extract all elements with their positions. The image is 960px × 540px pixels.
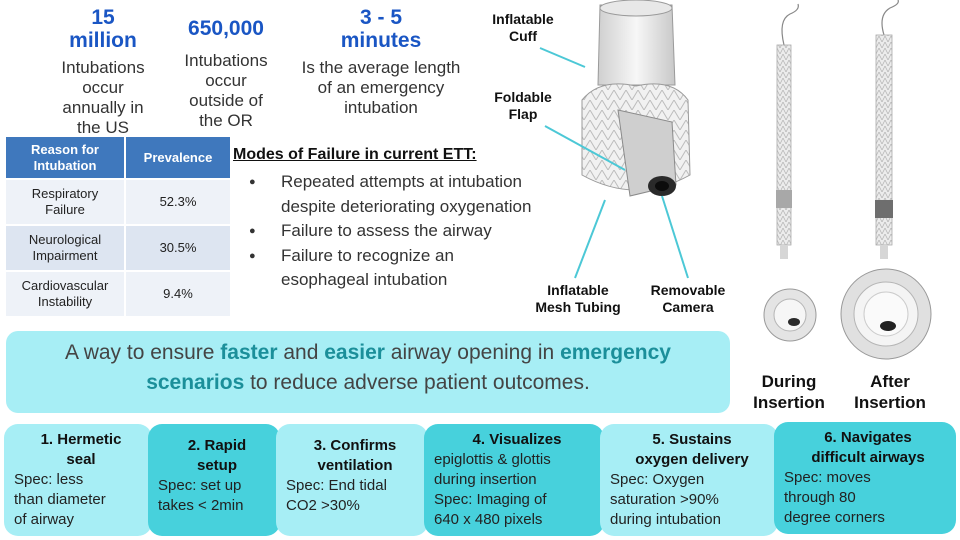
card-hermetic-seal: 1. Hermetic seal Spec: less than diameter o… xyxy=(4,424,152,536)
card-spec: Spec: moves through 80 degree corners xyxy=(784,469,885,526)
card-confirms-ventilation: 3. Confirms ventilation Spec: End tidal CO… xyxy=(276,424,428,536)
table-header-row: Reason for Intubation Prevalence xyxy=(6,137,232,180)
label-inflatable-mesh-tubing: Inflatable Mesh Tubing xyxy=(535,282,621,315)
card-navigates-airways: 6. Navigates difficult airways Spec: move… xyxy=(774,422,956,534)
intubation-reason-table: Reason for Intubation Prevalence Respirat… xyxy=(6,137,232,318)
failure-modes-list: Repeated attempts at intubation despite … xyxy=(240,170,540,293)
list-item: Repeated attempts at intubation despite … xyxy=(240,170,540,219)
table-cell-reason: Cardiovascular Instability xyxy=(6,271,126,318)
table-cell-reason: Respiratory Failure xyxy=(6,179,126,226)
card-title: 6. Navigates difficult airways xyxy=(811,429,925,466)
stat-average-length: 3 - 5 minutes Is the average length of an … xyxy=(285,6,477,118)
card-rapid-setup: 2. Rapid setup Spec: set up takes < 2min xyxy=(148,424,280,536)
label-foldable-flap: Foldable Flap xyxy=(494,89,552,122)
list-item: Failure to recognize an esophageal intub… xyxy=(240,244,540,293)
value-proposition-banner: A way to ensure faster and easier airway… xyxy=(6,331,730,413)
ett-device-illustration xyxy=(581,0,691,197)
during-insertion-photo xyxy=(763,288,817,342)
table-cell-reason: Neurological Impairment xyxy=(6,225,126,272)
table-row: Respiratory Failure 52.3% xyxy=(6,179,232,226)
stat-number: 3 - 5 minutes xyxy=(340,6,422,52)
table-row: Cardiovascular Instability 9.4% xyxy=(6,271,232,318)
card-spec: Spec: less than diameter of airway xyxy=(14,471,106,528)
card-spec: epiglottis & glottis during insertion Spec… xyxy=(434,451,551,528)
card-title: 4. Visualizes xyxy=(472,431,562,448)
list-item: Failure to assess the airway xyxy=(240,219,540,244)
card-visualizes: 4. Visualizes epiglottis & glottis during… xyxy=(424,424,604,536)
label-after-insertion: After Insertion xyxy=(854,372,926,412)
table-row: Neurological Impairment 30.5% xyxy=(6,225,232,272)
card-spec: Spec: set up takes < 2min xyxy=(158,477,244,514)
after-insertion-photo xyxy=(840,268,932,360)
tube-photos xyxy=(776,0,899,259)
table-cell-prevalence: 9.4% xyxy=(125,271,232,318)
label-inflatable-cuff: Inflatable Cuff xyxy=(492,11,554,44)
stat-number: 15 million xyxy=(69,6,137,52)
stat-description: Intubations occur outside of the OR xyxy=(184,51,268,130)
card-spec: Spec: Oxygen saturation >90% during intuba… xyxy=(610,471,721,528)
stat-description: Intubations occur annually in the US xyxy=(61,58,145,137)
stat-intubations-us: 15 million Intubations occur annually in the… xyxy=(38,6,168,138)
card-title: 5. Sustains oxygen delivery xyxy=(635,431,749,468)
label-pointer-lines xyxy=(539,47,689,279)
card-spec: Spec: End tidal CO2 >30% xyxy=(286,477,387,514)
card-title: 3. Confirms ventilation xyxy=(313,437,397,474)
table-cell-prevalence: 30.5% xyxy=(125,225,232,272)
table-header-prevalence: Prevalence xyxy=(125,137,232,180)
stat-number: 650,000 xyxy=(188,17,264,40)
stat-description: Is the average length of an emergency intu… xyxy=(301,58,461,117)
table-header-reason: Reason for Intubation xyxy=(6,137,126,180)
label-removable-camera: Removable Camera xyxy=(650,282,726,315)
card-title: 1. Hermetic seal xyxy=(40,431,122,468)
label-during-insertion: During Insertion xyxy=(753,372,825,412)
card-sustains-oxygen: 5. Sustains oxygen delivery Spec: Oxygen s… xyxy=(600,424,778,536)
failure-modes-title: Modes of Failure in current ETT: xyxy=(233,146,477,163)
card-title: 2. Rapid setup xyxy=(187,437,247,474)
table-cell-prevalence: 52.3% xyxy=(125,179,232,226)
stat-intubations-outside-or: 650,000 Intubations occur outside of the OR xyxy=(168,17,284,131)
